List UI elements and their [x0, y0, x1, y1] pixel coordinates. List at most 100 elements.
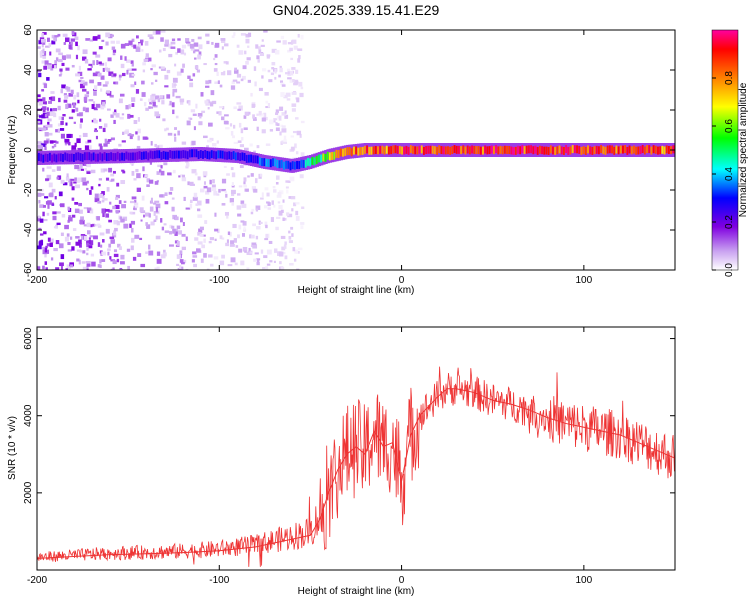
noise-speckle: [295, 202, 300, 205]
noise-speckle: [299, 174, 304, 179]
noise-speckle: [55, 240, 60, 245]
noise-speckle: [176, 71, 182, 76]
noise-speckle: [149, 101, 153, 105]
noise-speckle: [198, 228, 203, 234]
noise-speckle: [90, 253, 95, 257]
ridge-cell: [363, 145, 367, 154]
noise-speckle: [48, 182, 53, 188]
noise-speckle: [194, 65, 199, 70]
noise-speckle: [37, 266, 41, 270]
snr-x-tick-label: -100: [209, 575, 229, 586]
noise-speckle: [204, 100, 209, 104]
ridge-cell: [547, 146, 551, 155]
noise-speckle: [275, 109, 279, 114]
noise-speckle: [51, 188, 56, 193]
noise-speckle: [101, 251, 107, 256]
spectrogram-y-tick-label: 0: [23, 147, 34, 153]
noise-speckle: [179, 217, 183, 223]
spectrogram-y-ticks: 60 40 20 0 -20 -40 -60: [23, 24, 675, 277]
noise-speckle: [283, 135, 287, 140]
noise-speckle: [199, 233, 204, 237]
ridge-cell: [315, 155, 319, 164]
noise-speckle: [148, 57, 152, 62]
noise-speckle: [248, 111, 251, 115]
noise-speckle: [211, 41, 214, 45]
noise-speckle: [154, 267, 158, 270]
noise-speckle: [39, 204, 44, 208]
ridge-cell: [287, 160, 291, 169]
noise-speckle: [281, 84, 286, 87]
noise-speckle: [276, 123, 280, 126]
noise-speckle: [37, 46, 41, 49]
noise-speckle: [209, 237, 215, 241]
ridge-cell: [252, 155, 256, 164]
noise-speckle: [82, 181, 88, 186]
noise-speckle: [245, 33, 250, 38]
noise-speckle: [44, 131, 49, 137]
noise-speckle: [141, 80, 145, 85]
noise-speckle: [289, 70, 294, 76]
ridge-cell: [164, 151, 168, 160]
ridge-cell: [659, 146, 663, 155]
noise-speckle: [146, 178, 151, 183]
noise-speckle: [90, 224, 93, 228]
noise-speckle: [196, 248, 201, 253]
ridge-cell: [184, 150, 188, 159]
noise-speckle: [72, 103, 76, 108]
ridge-cell: [228, 151, 232, 160]
noise-speckle: [155, 235, 161, 240]
ridge-cell: [202, 150, 206, 159]
ridge-cell: [215, 151, 219, 160]
noise-speckle: [256, 145, 260, 149]
noise-speckle: [127, 68, 133, 72]
noise-speckle: [102, 127, 106, 133]
spectrogram-y-tick-label: -40: [23, 222, 34, 237]
noise-speckle: [50, 91, 55, 94]
ridge-cell: [206, 150, 210, 159]
ridge-cell: [210, 150, 214, 159]
noise-speckle: [65, 67, 70, 71]
noise-speckle: [180, 100, 184, 105]
noise-speckle: [172, 77, 178, 83]
noise-speckle: [79, 250, 83, 253]
ridge-cell: [83, 152, 87, 161]
ridge-cell: [344, 147, 348, 156]
noise-speckle: [105, 41, 109, 46]
noise-speckle: [288, 240, 294, 244]
noise-speckle: [197, 208, 201, 212]
noise-speckle: [225, 127, 230, 130]
noise-speckle: [210, 102, 214, 107]
ridge-cell: [580, 146, 584, 155]
noise-speckle: [291, 67, 296, 70]
noise-speckle: [119, 93, 125, 97]
ridge-cell: [536, 146, 540, 155]
noise-speckle: [133, 44, 137, 49]
noise-speckle: [203, 253, 207, 258]
noise-speckle: [272, 120, 276, 123]
noise-speckle: [143, 102, 147, 107]
noise-speckle: [207, 107, 210, 110]
noise-speckle: [84, 163, 87, 167]
noise-speckle: [115, 197, 119, 200]
noise-speckle: [143, 214, 146, 218]
noise-speckle: [161, 226, 165, 231]
noise-speckle: [84, 236, 88, 241]
noise-speckle: [99, 118, 102, 122]
ridge-cell: [142, 151, 146, 160]
noise-speckle: [169, 100, 172, 106]
noise-speckle: [58, 191, 63, 197]
noise-speckle: [75, 236, 80, 239]
noise-speckle: [221, 116, 225, 121]
noise-speckle: [37, 144, 42, 149]
spectrogram-x-tick-label: 0: [399, 275, 405, 286]
ridge-cell: [298, 161, 302, 170]
noise-speckle: [100, 88, 103, 92]
noise-speckle: [231, 192, 235, 197]
snr-panel: -200 -100 0 100 2000 4000 6000 Height of stra…: [7, 326, 676, 597]
noise-speckle: [253, 258, 257, 262]
ridge-cell: [101, 153, 105, 162]
noise-speckle: [69, 262, 74, 267]
noise-speckle: [270, 217, 274, 222]
ridge-cell: [442, 146, 446, 155]
ridge-cell: [532, 146, 536, 155]
